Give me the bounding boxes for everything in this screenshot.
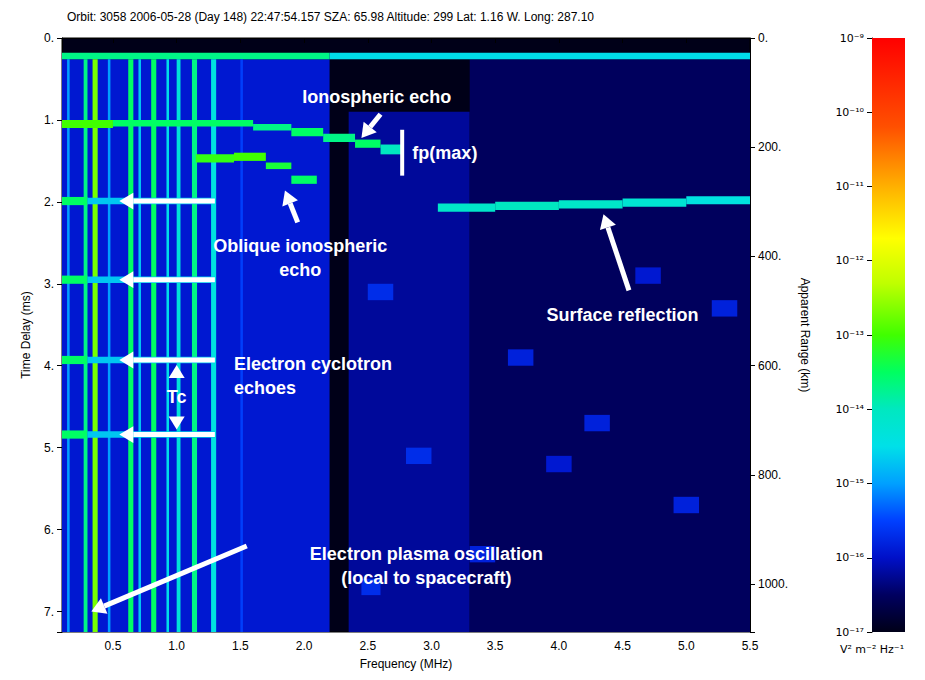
svg-text:echoes: echoes	[234, 378, 296, 398]
svg-text:10⁻¹⁴: 10⁻¹⁴	[835, 403, 864, 416]
svg-text:200.: 200.	[758, 140, 781, 154]
svg-text:Orbit: 3058 2006-05-28 (Day 14: Orbit: 3058 2006-05-28 (Day 148) 22:47:5…	[67, 10, 594, 24]
svg-text:4.5: 4.5	[614, 639, 631, 653]
svg-text:Frequency (MHz): Frequency (MHz)	[360, 657, 453, 671]
svg-text:10⁻¹²: 10⁻¹²	[835, 254, 864, 267]
svg-text:Surface reflection: Surface reflection	[547, 305, 699, 325]
svg-text:4.: 4.	[44, 359, 54, 373]
svg-text:5.0: 5.0	[678, 639, 695, 653]
svg-text:Tc: Tc	[167, 387, 187, 407]
svg-text:10⁻¹¹: 10⁻¹¹	[835, 180, 864, 193]
svg-text:10⁻¹⁰: 10⁻¹⁰	[835, 106, 864, 119]
svg-text:2.: 2.	[44, 195, 54, 209]
svg-text:3.5: 3.5	[487, 639, 504, 653]
svg-text:800.: 800.	[758, 468, 781, 482]
svg-text:Oblique ionospheric: Oblique ionospheric	[213, 236, 387, 256]
svg-text:fp(max): fp(max)	[412, 143, 477, 163]
svg-text:0.5: 0.5	[105, 639, 122, 653]
svg-text:0.: 0.	[44, 31, 54, 45]
svg-text:Apparent Range (km): Apparent Range (km)	[798, 278, 812, 393]
svg-text:1.0: 1.0	[168, 639, 185, 653]
svg-text:0.: 0.	[758, 31, 768, 45]
svg-text:Electron plasma oscillation: Electron plasma oscillation	[310, 544, 543, 564]
svg-text:10⁻⁹: 10⁻⁹	[840, 32, 864, 45]
svg-text:Electron cyclotron: Electron cyclotron	[234, 354, 392, 374]
svg-text:10⁻¹⁵: 10⁻¹⁵	[835, 477, 864, 490]
svg-text:5.: 5.	[44, 441, 54, 455]
svg-text:(local to spacecraft): (local to spacecraft)	[341, 568, 511, 588]
svg-text:1000.: 1000.	[758, 577, 788, 591]
svg-text:V² m⁻² Hz⁻¹: V² m⁻² Hz⁻¹	[840, 643, 904, 656]
svg-text:6.: 6.	[44, 523, 54, 537]
svg-text:2.0: 2.0	[296, 639, 313, 653]
svg-text:1.5: 1.5	[232, 639, 249, 653]
svg-text:400.: 400.	[758, 249, 781, 263]
svg-text:1.: 1.	[44, 113, 54, 127]
svg-text:3.0: 3.0	[423, 639, 440, 653]
svg-text:10⁻¹⁶: 10⁻¹⁶	[835, 551, 864, 564]
svg-text:2.5: 2.5	[359, 639, 376, 653]
svg-text:Ionospheric echo: Ionospheric echo	[302, 87, 451, 107]
svg-text:600.: 600.	[758, 359, 781, 373]
svg-text:7.: 7.	[44, 605, 54, 619]
svg-text:5.5: 5.5	[742, 639, 759, 653]
svg-text:echo: echo	[279, 260, 321, 280]
svg-text:3.: 3.	[44, 277, 54, 291]
svg-text:4.0: 4.0	[551, 639, 568, 653]
svg-text:10⁻¹³: 10⁻¹³	[835, 329, 864, 342]
svg-text:10⁻¹⁷: 10⁻¹⁷	[835, 626, 864, 639]
svg-text:Time Delay (ms): Time Delay (ms)	[19, 291, 33, 379]
